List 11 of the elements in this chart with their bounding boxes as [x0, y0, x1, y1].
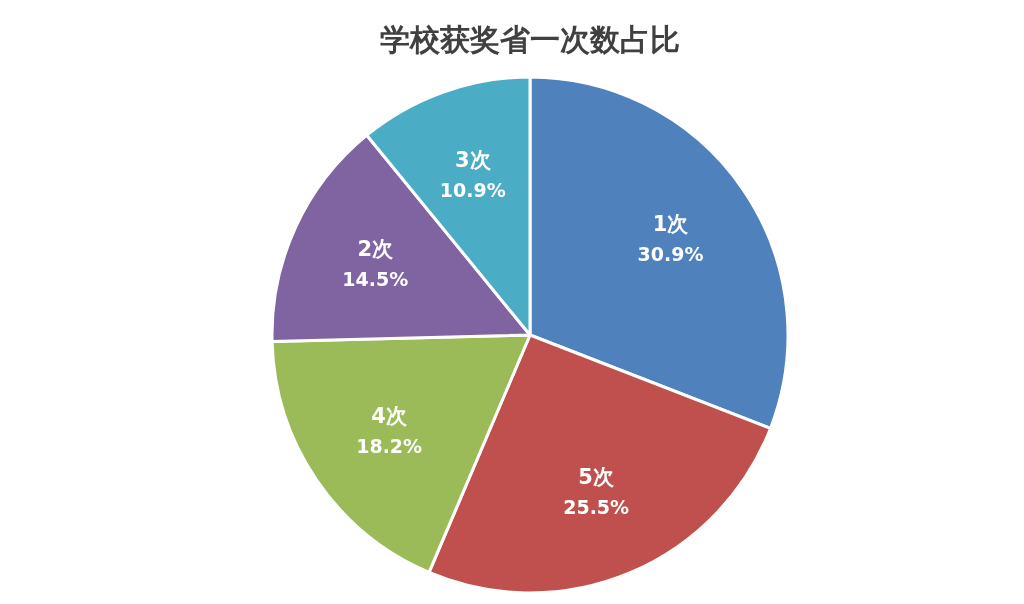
data-label: 30.9%	[637, 242, 704, 265]
slice-label: 5次	[578, 464, 615, 489]
slice-label: 2次	[357, 236, 395, 261]
data-label: 18.2%	[356, 434, 423, 457]
slice-label: 4次	[371, 403, 408, 428]
data-label: 14.5%	[342, 267, 409, 290]
data-label: 10.9%	[439, 178, 506, 201]
data-label: 25.5%	[563, 495, 630, 518]
slice-label: 3次	[455, 147, 492, 172]
chart-title: 学校获奖省一次数占比	[380, 22, 680, 57]
slice-label: 1次	[652, 211, 690, 236]
